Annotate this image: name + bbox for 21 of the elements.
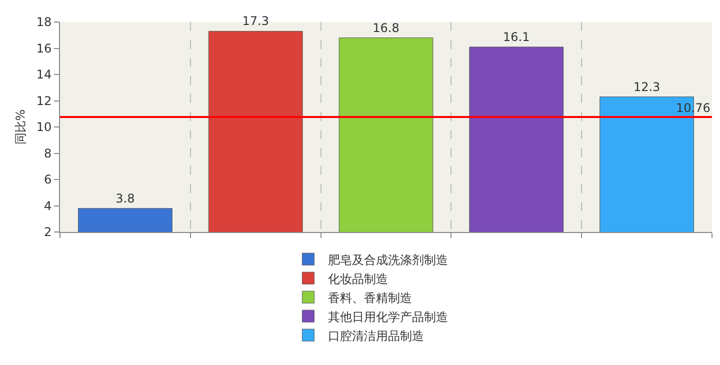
data-label: 3.8 [116, 191, 135, 206]
ref-line-label: 10.76 [676, 101, 710, 115]
y-axis-title: 同比% [14, 109, 28, 145]
data-label: 16.1 [503, 30, 530, 44]
y-tick-label: 4 [44, 198, 52, 213]
data-label: 17.3 [242, 14, 269, 28]
legend-label: 口腔清洁用品制造 [328, 328, 424, 343]
y-tick-label: 8 [44, 146, 52, 160]
data-label: 16.8 [372, 20, 400, 35]
y-tick-label: 14 [36, 68, 52, 82]
y-tick-label: 12 [36, 94, 52, 108]
y-tick-label: 2 [44, 225, 52, 240]
y-tick-label: 16 [36, 41, 52, 56]
legend-label: 肥皂及合成洗涤剂制造 [328, 252, 448, 267]
y-tick-label: 10 [36, 120, 52, 134]
legend-label: 香料、香精制造 [328, 290, 412, 305]
legend-label: 其他日用化学产品制造 [328, 310, 448, 324]
y-tick-label: 18 [36, 15, 52, 30]
legend-label: 化妆品制造 [328, 272, 388, 286]
y-tick-label: 6 [44, 172, 52, 187]
data-label: 12.3 [633, 80, 660, 94]
